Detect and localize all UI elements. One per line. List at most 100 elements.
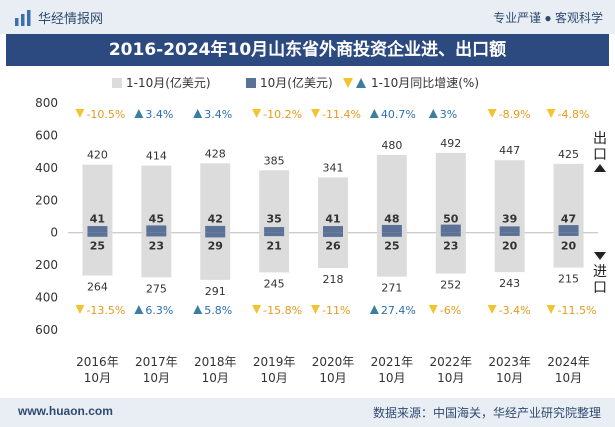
import-down-triangle-icon bbox=[546, 305, 556, 314]
x-axis: 2016年 10月 2017年 10月 2018年 10月 2019年 10月 2020年 10月… bbox=[76, 355, 590, 385]
bar-export-month bbox=[264, 227, 285, 233]
bar-import-month bbox=[205, 232, 226, 238]
import-down-triangle-icon bbox=[252, 305, 262, 314]
brand: 华经情报网 bbox=[14, 8, 103, 27]
bars bbox=[82, 152, 584, 280]
bar-export-total bbox=[200, 163, 231, 233]
import-down-triangle-icon bbox=[487, 305, 497, 314]
y-axis: 800 600 400 200 0 200 400 600 bbox=[35, 96, 58, 337]
bar-export-month bbox=[205, 225, 226, 233]
x-tick-month: 10月 bbox=[496, 371, 523, 385]
export-down-triangle-icon bbox=[311, 109, 320, 118]
label-import-month: 20 bbox=[502, 240, 518, 253]
bar-export-month bbox=[440, 224, 461, 233]
import-growth-label: -6% bbox=[440, 304, 461, 317]
export-growth-label: 3% bbox=[440, 108, 457, 121]
tagline: 专业严谨 ● 客观科学 bbox=[493, 11, 603, 25]
side-label-import-2: 口 bbox=[593, 280, 607, 296]
label-export-total: 428 bbox=[205, 147, 226, 160]
x-tick-month: 10月 bbox=[378, 371, 405, 385]
bar-import-month bbox=[87, 232, 108, 237]
bar-export-month bbox=[558, 225, 579, 233]
bottom-bar: www.huaon.com 数据来源：中国海关，华经产业研究院整理 bbox=[0, 398, 615, 427]
label-import-total: 243 bbox=[499, 277, 520, 290]
legend: 1-10月(亿美元) 10月(亿美元) 1-10月同比增速(%) bbox=[112, 75, 479, 90]
import-down-triangle-icon bbox=[311, 305, 320, 314]
label-import-total: 275 bbox=[146, 282, 167, 295]
x-tick-month: 10月 bbox=[202, 371, 229, 385]
legend-label-month: 10月(亿美元) bbox=[260, 75, 333, 90]
growth-markers: -10.5% -13.5% 3.4% 6.3% 3.4% 5.8% -10.2% -15.8%… bbox=[75, 108, 596, 317]
bar-import-total bbox=[141, 232, 172, 278]
label-export-month: 47 bbox=[561, 213, 576, 226]
y-tick-label: 400 bbox=[35, 291, 58, 305]
label-import-total: 215 bbox=[558, 273, 579, 286]
import-growth-label: 5.8% bbox=[204, 304, 232, 317]
bar-export-total bbox=[318, 177, 348, 233]
label-import-total: 271 bbox=[381, 282, 402, 295]
x-tick-month: 10月 bbox=[437, 371, 464, 385]
side-label-export-1: 出 bbox=[593, 131, 607, 147]
import-growth-label: 27.4% bbox=[381, 304, 416, 317]
x-tick-month: 10月 bbox=[143, 371, 170, 385]
legend-label-total: 1-10月(亿美元) bbox=[126, 75, 211, 90]
site-url: www.huaon.com bbox=[18, 404, 113, 418]
bar-export-total bbox=[141, 165, 172, 233]
import-up-triangle-icon bbox=[193, 305, 203, 314]
x-tick-year: 2018年 bbox=[194, 355, 237, 369]
bar-export-month bbox=[146, 225, 167, 233]
title-bar: 2016-2024年10月山东省外商投资企业进、出口额 bbox=[6, 34, 609, 66]
y-tick-label: 600 bbox=[35, 128, 58, 142]
x-tick-month: 10月 bbox=[319, 371, 346, 385]
legend-up-triangle-icon bbox=[356, 78, 366, 88]
top-bar: 华经情报网 专业严谨 ● 客观科学 bbox=[0, 0, 615, 34]
import-growth-label: -11.5% bbox=[558, 304, 597, 317]
label-import-month: 23 bbox=[149, 240, 164, 253]
export-down-triangle-icon bbox=[75, 109, 85, 118]
x-tick-month: 10月 bbox=[84, 371, 111, 385]
brand-name: 华经情报网 bbox=[38, 11, 104, 26]
bar-import-total bbox=[318, 232, 348, 269]
x-tick-month: 10月 bbox=[260, 371, 287, 385]
x-tick-year: 2019年 bbox=[253, 355, 296, 369]
import-down-triangle-icon bbox=[75, 305, 85, 314]
bar-import-month bbox=[440, 232, 461, 237]
bar-import-month bbox=[499, 232, 520, 236]
x-tick-year: 2024年 bbox=[547, 355, 590, 369]
import-up-triangle-icon bbox=[369, 305, 379, 314]
x-tick-month: 10月 bbox=[555, 371, 582, 385]
label-import-total: 245 bbox=[264, 277, 285, 290]
label-export-total: 341 bbox=[323, 161, 344, 174]
label-export-month: 41 bbox=[325, 213, 340, 226]
export-down-triangle-icon bbox=[546, 109, 556, 118]
bar-export-total bbox=[435, 152, 466, 233]
bar-import-month bbox=[323, 232, 343, 237]
import-growth-label: -3.4% bbox=[499, 304, 531, 317]
label-export-month: 48 bbox=[384, 213, 399, 226]
export-up-arrow-icon bbox=[594, 164, 606, 172]
bar-export-total bbox=[82, 164, 113, 233]
y-tick-label: 200 bbox=[35, 193, 58, 207]
x-tick-year: 2017年 bbox=[135, 355, 178, 369]
label-import-month: 25 bbox=[384, 240, 399, 253]
label-export-total: 385 bbox=[264, 154, 285, 167]
label-export-total: 492 bbox=[440, 137, 461, 150]
legend-swatch-month bbox=[246, 78, 256, 88]
export-up-triangle-icon bbox=[134, 109, 144, 118]
y-tick-label: 600 bbox=[35, 323, 58, 337]
y-tick-label: 0 bbox=[50, 226, 58, 240]
bar-import-month bbox=[264, 232, 285, 237]
label-import-month: 25 bbox=[90, 240, 105, 253]
label-export-month: 42 bbox=[208, 213, 223, 226]
import-growth-label: -11% bbox=[322, 304, 350, 317]
huajing-logo-icon bbox=[15, 9, 31, 26]
export-growth-label: -4.8% bbox=[558, 108, 590, 121]
export-growth-label: -10.5% bbox=[86, 108, 125, 121]
label-export-month: 45 bbox=[149, 213, 164, 226]
export-growth-label: 3.4% bbox=[204, 108, 232, 121]
chart-area: 1-10月(亿美元) 10月(亿美元) 1-10月同比增速(%) 800 600 400… bbox=[35, 75, 607, 385]
label-export-total: 447 bbox=[499, 144, 520, 157]
bar-import-total bbox=[494, 232, 525, 273]
bar-import-total bbox=[259, 232, 290, 273]
